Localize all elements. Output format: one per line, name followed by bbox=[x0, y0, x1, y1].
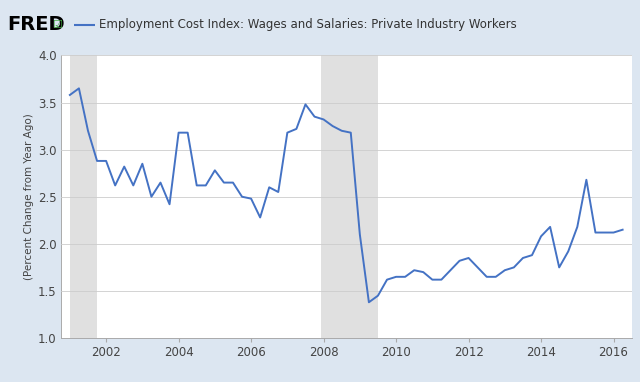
Y-axis label: (Percent Change from Year Ago): (Percent Change from Year Ago) bbox=[24, 113, 34, 280]
Bar bbox=[321, 55, 378, 338]
Text: FRED: FRED bbox=[8, 15, 65, 34]
Text: ☑: ☑ bbox=[52, 20, 63, 30]
Text: Employment Cost Index: Wages and Salaries: Private Industry Workers: Employment Cost Index: Wages and Salarie… bbox=[99, 18, 517, 31]
Bar bbox=[70, 55, 97, 338]
